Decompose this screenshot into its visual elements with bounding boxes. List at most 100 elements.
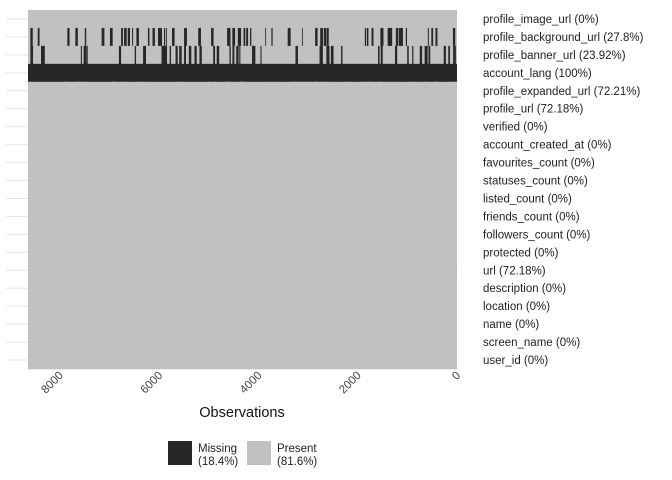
heatmap-cell-stripe bbox=[412, 46, 413, 64]
heatmap-cell-stripe bbox=[164, 46, 167, 64]
heatmap-cell-stripe bbox=[119, 100, 122, 118]
heatmap-cell-stripe bbox=[179, 46, 181, 64]
heatmap-cell-stripe bbox=[194, 46, 196, 64]
heatmap-cell-stripe bbox=[362, 100, 365, 118]
row-label: statuses_count (0%) bbox=[483, 176, 588, 188]
heatmap-cell-stripe bbox=[309, 82, 310, 100]
heatmap-row bbox=[28, 64, 457, 82]
heatmap-cell-stripe bbox=[425, 46, 428, 64]
heatmap-row bbox=[28, 154, 457, 172]
heatmap-cell-stripe bbox=[212, 28, 214, 46]
heatmap-cell-stripe bbox=[396, 100, 398, 118]
heatmap-cell-stripe bbox=[204, 100, 206, 118]
row-label: location (0%) bbox=[483, 301, 550, 313]
heatmap-cell-stripe bbox=[246, 28, 248, 46]
heatmap-cell-stripe bbox=[383, 100, 384, 118]
heatmap-cell-stripe bbox=[173, 261, 175, 279]
row-label: account_created_at (0%) bbox=[483, 140, 612, 152]
heatmap-cell-stripe bbox=[214, 82, 217, 100]
row-label: profile_url (72.18%) bbox=[483, 104, 584, 116]
heatmap-cell-stripe bbox=[238, 28, 241, 46]
heatmap-cell-stripe bbox=[452, 82, 453, 100]
row-label: profile_background_url (27.8%) bbox=[483, 32, 644, 44]
heatmap-cell-stripe bbox=[94, 82, 95, 100]
heatmap-cell-stripe bbox=[97, 82, 98, 100]
heatmap-cell-stripe bbox=[175, 82, 176, 100]
heatmap-cell-stripe bbox=[149, 100, 150, 118]
heatmap-cell-stripe bbox=[326, 100, 327, 118]
heatmap-cell-stripe bbox=[85, 261, 88, 279]
heatmap-row bbox=[28, 243, 457, 261]
heatmap-cell-stripe bbox=[289, 261, 292, 279]
heatmap-cell-stripe bbox=[345, 261, 347, 279]
row-label: name (0%) bbox=[483, 319, 539, 331]
heatmap-cell-stripe bbox=[390, 28, 392, 46]
heatmap-cell-stripe bbox=[42, 100, 44, 118]
row-label: user_id (0%) bbox=[483, 355, 548, 367]
heatmap-cell-stripe bbox=[365, 261, 367, 279]
heatmap-cell-stripe bbox=[31, 100, 32, 118]
heatmap-cell-stripe bbox=[244, 28, 246, 46]
heatmap-row bbox=[28, 207, 457, 225]
heatmap-cell-stripe bbox=[297, 261, 298, 279]
row-label: favourites_count (0%) bbox=[483, 158, 595, 170]
heatmap-row bbox=[28, 136, 457, 154]
heatmap-cell-stripe bbox=[438, 100, 441, 118]
heatmap-cell-stripe bbox=[230, 100, 232, 118]
heatmap-cell-stripe bbox=[264, 82, 266, 100]
heatmap-cell-stripe bbox=[403, 100, 405, 118]
heatmap-cell-stripe bbox=[184, 46, 186, 64]
heatmap-cell-stripe bbox=[124, 82, 127, 100]
row-label: profile_image_url (0%) bbox=[483, 14, 599, 26]
heatmap-cell-stripe bbox=[395, 82, 397, 100]
heatmap-cell-stripe bbox=[424, 82, 426, 100]
heatmap-cell-stripe bbox=[381, 46, 383, 64]
heatmap-cell-stripe bbox=[232, 28, 235, 46]
heatmap-cell-stripe bbox=[278, 82, 281, 100]
heatmap-cell-stripe bbox=[304, 100, 306, 118]
heatmap-cell-stripe bbox=[75, 261, 77, 279]
heatmap-cell-stripe bbox=[367, 28, 368, 46]
row-label: screen_name (0%) bbox=[483, 337, 580, 349]
heatmap-cell-stripe bbox=[414, 82, 416, 100]
x-axis-title: Observations bbox=[199, 405, 284, 421]
heatmap-cell-stripe bbox=[375, 261, 376, 279]
heatmap-cell-stripe bbox=[359, 100, 360, 118]
heatmap-cell-stripe bbox=[341, 46, 342, 64]
row-label: account_lang (100%) bbox=[483, 68, 592, 80]
heatmap-cell-stripe bbox=[407, 82, 409, 100]
heatmap-cell-stripe bbox=[110, 28, 113, 46]
heatmap-cell-stripe bbox=[148, 28, 149, 46]
heatmap-cell-stripe bbox=[170, 46, 171, 64]
heatmap-cell-stripe bbox=[406, 28, 407, 46]
heatmap-cell-stripe bbox=[140, 100, 141, 118]
heatmap-cell-stripe bbox=[304, 82, 307, 100]
heatmap-cell-stripe bbox=[236, 46, 238, 64]
heatmap-cell-stripe bbox=[388, 100, 389, 118]
heatmap-cell-stripe bbox=[128, 28, 130, 46]
legend-percent: (18.4%) bbox=[198, 456, 238, 468]
heatmap-cell-stripe bbox=[122, 100, 124, 118]
heatmap-row bbox=[28, 82, 457, 100]
legend-label: Present bbox=[277, 443, 317, 455]
heatmap-row bbox=[28, 10, 457, 28]
heatmap-row bbox=[28, 190, 457, 208]
heatmap-cell-stripe bbox=[37, 261, 40, 279]
heatmap-cell-stripe bbox=[210, 100, 212, 118]
heatmap-cell-stripe bbox=[138, 261, 139, 279]
heatmap-row bbox=[28, 118, 457, 136]
x-tick-label: 8000 bbox=[39, 370, 66, 397]
heatmap-cell-stripe bbox=[294, 82, 296, 100]
heatmap-cell-stripe bbox=[295, 46, 297, 64]
heatmap-cell-stripe bbox=[435, 28, 437, 46]
heatmap-cell-stripe bbox=[106, 100, 107, 118]
heatmap-cell-stripe bbox=[41, 261, 43, 279]
heatmap-cell-stripe bbox=[176, 46, 178, 64]
heatmap-cell-stripe bbox=[232, 46, 234, 64]
heatmap-cell-stripe bbox=[307, 100, 310, 118]
heatmap-cell-stripe bbox=[246, 261, 249, 279]
heatmap-cell-stripe bbox=[86, 46, 87, 64]
heatmap-cell-stripe bbox=[312, 261, 313, 279]
heatmap-row bbox=[28, 100, 457, 118]
heatmap-cell-stripe bbox=[84, 46, 85, 64]
